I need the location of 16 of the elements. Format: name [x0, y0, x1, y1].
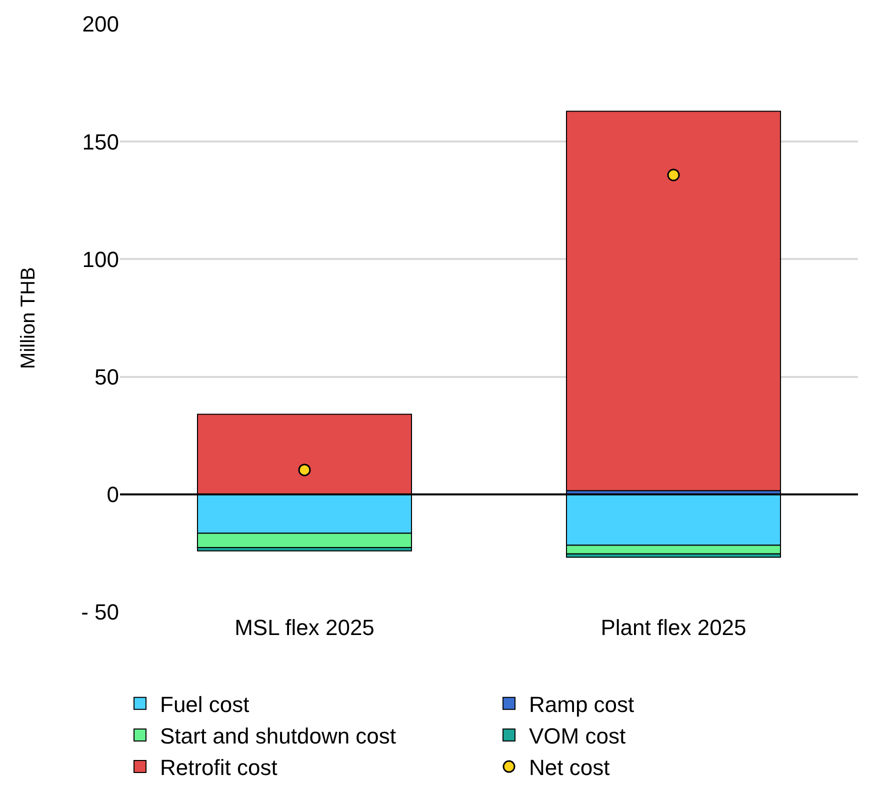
y-tick-label: 50	[94, 364, 119, 390]
legend-label: Ramp cost	[529, 692, 634, 717]
y-tick-label: - 50	[81, 600, 119, 625]
x-tick-label: Plant flex 2025	[600, 615, 746, 640]
legend-label: Net cost	[529, 755, 610, 780]
bar	[566, 110, 782, 492]
legend-label: VOM cost	[529, 724, 626, 749]
y-tick-label: 200	[82, 12, 119, 37]
y-axis-title: Million THB	[18, 267, 40, 369]
y-tick-label: 0	[106, 482, 119, 508]
legend-label: Start and shutdown cost	[160, 724, 396, 749]
legend-label: Retrofit cost	[160, 755, 278, 780]
y-tick-label: 100	[82, 246, 119, 272]
y-tick-label: 150	[82, 129, 119, 154]
legend-label: Fuel cost	[160, 692, 250, 717]
x-tick-label: MSL flex 2025	[234, 615, 374, 640]
